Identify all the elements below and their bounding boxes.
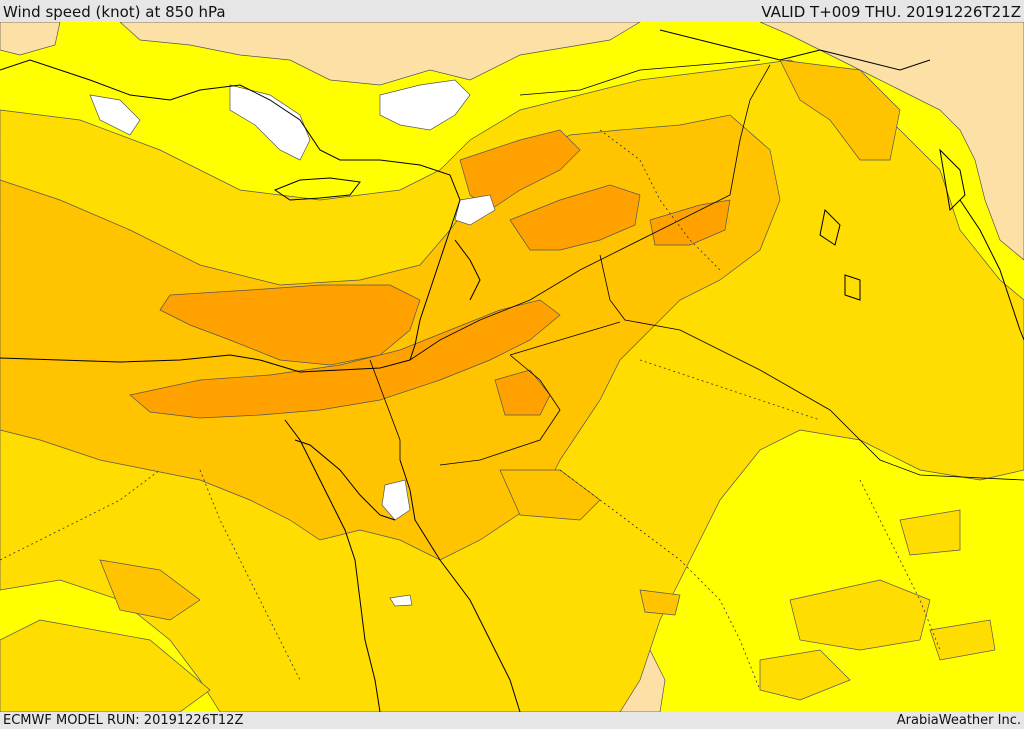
- credit-text: ArabiaWeather Inc.: [896, 713, 1021, 728]
- map-title: Wind speed (knot) at 850 hPa: [3, 3, 226, 21]
- wind-speed-map[interactable]: [0, 22, 1024, 712]
- calm-regions: [89, 79, 496, 607]
- country-borders: [369, 59, 1024, 481]
- map-canvas: [0, 22, 1024, 712]
- header-bar: Wind speed (knot) at 850 hPa VALID T+009…: [0, 0, 1024, 22]
- model-run: ECMWF MODEL RUN: 20191226T12Z: [3, 713, 244, 728]
- valid-time: VALID T+009 THU. 20191226T21Z: [761, 3, 1021, 21]
- orange-regions: [129, 129, 731, 419]
- province-borders: [0, 129, 941, 691]
- coastlines: [0, 29, 1024, 712]
- footer-bar: ECMWF MODEL RUN: 20191226T12Z ArabiaWeat…: [0, 712, 1024, 729]
